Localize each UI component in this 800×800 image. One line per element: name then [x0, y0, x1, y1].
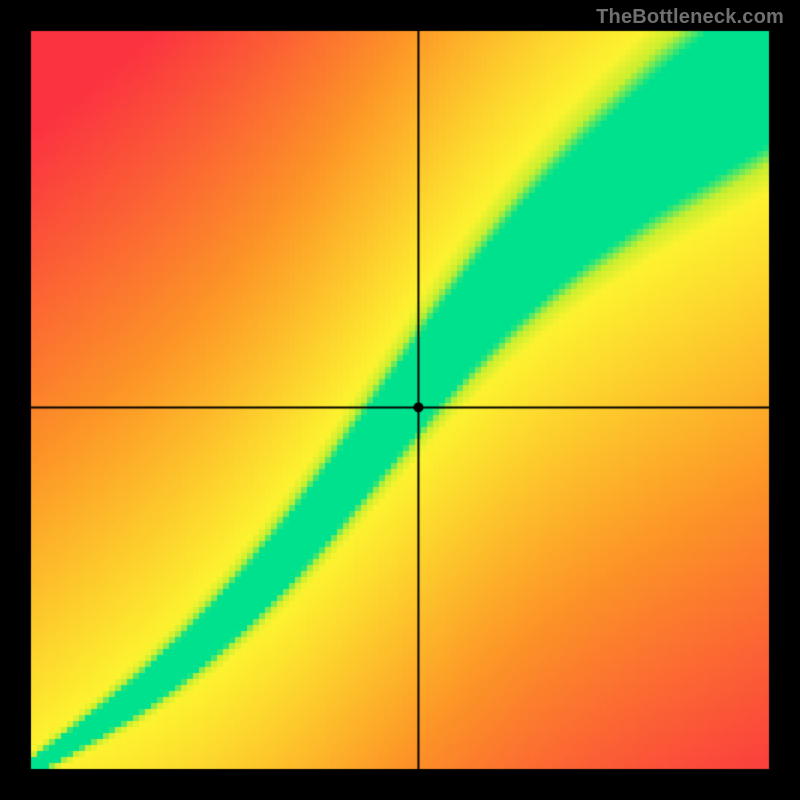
watermark-text: TheBottleneck.com: [596, 6, 784, 29]
chart-container: TheBottleneck.com: [0, 0, 800, 800]
bottleneck-heatmap: [0, 0, 800, 800]
